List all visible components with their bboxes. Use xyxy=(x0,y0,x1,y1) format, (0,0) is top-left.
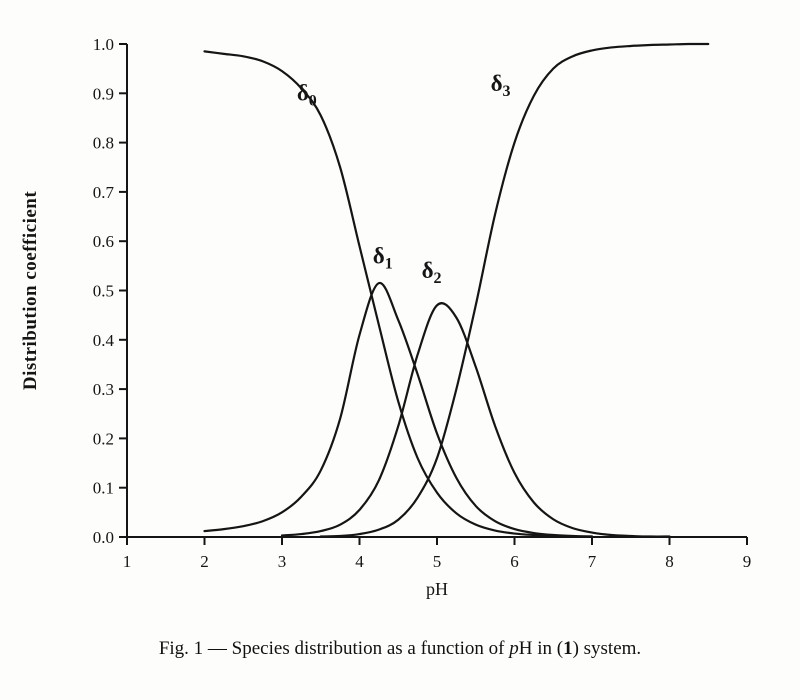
x-tick-label: 9 xyxy=(743,552,752,571)
x-tick-label: 1 xyxy=(123,552,132,571)
series-label-delta1: δ1 xyxy=(373,243,393,272)
y-tick-label: 0.0 xyxy=(93,528,114,547)
curve-delta1 xyxy=(203,282,594,538)
y-tick-label: 0.5 xyxy=(93,282,114,301)
y-tick-label: 0.3 xyxy=(93,380,114,399)
caption-text-prefix: Fig. 1 — Species distribution as a funct… xyxy=(158,638,510,659)
y-tick-label: 0.6 xyxy=(93,232,114,251)
y-axis-title: Distribution coefficient xyxy=(20,191,41,391)
series-label-delta2: δ2 xyxy=(422,258,442,287)
y-tick-label: 0.9 xyxy=(93,84,114,103)
y-tick-label: 0.4 xyxy=(93,331,115,350)
y-tick-label: 0.8 xyxy=(93,134,114,153)
x-tick-label: 8 xyxy=(665,552,674,571)
x-tick-label: 5 xyxy=(433,552,442,571)
series-label-delta3: δ3 xyxy=(491,71,511,100)
y-tick-label: 1.0 xyxy=(93,35,114,54)
caption-text-mid: H in ( xyxy=(518,638,564,659)
y-tick-label: 0.2 xyxy=(93,429,114,448)
x-axis-title: pH xyxy=(426,579,448,599)
caption-bold-one: 1 xyxy=(563,638,573,659)
x-tick-label: 3 xyxy=(278,552,287,571)
y-tick-label: 0.1 xyxy=(93,479,114,498)
y-tick-label: 0.7 xyxy=(93,183,115,202)
x-tick-label: 2 xyxy=(200,552,209,571)
figure-caption: Fig. 1 — Species distribution as a funct… xyxy=(0,638,800,660)
species-distribution-chart: 0.0 0.1 0.2 0.3 0.4 0.5 0.6 0.7 0.8 0.9 1.0 1 2 3 4 5 6 7… xyxy=(20,35,752,599)
x-tick-label: 4 xyxy=(355,552,364,571)
x-tick-label: 6 xyxy=(510,552,519,571)
x-tick-label: 7 xyxy=(588,552,597,571)
curve-delta0 xyxy=(203,50,594,538)
series-label-delta0: δ0 xyxy=(297,81,317,110)
caption-p-italic: p xyxy=(509,638,519,659)
curve-delta3 xyxy=(319,42,710,538)
caption-text-suffix: ) system. xyxy=(572,638,642,659)
curve-delta2 xyxy=(280,302,671,538)
